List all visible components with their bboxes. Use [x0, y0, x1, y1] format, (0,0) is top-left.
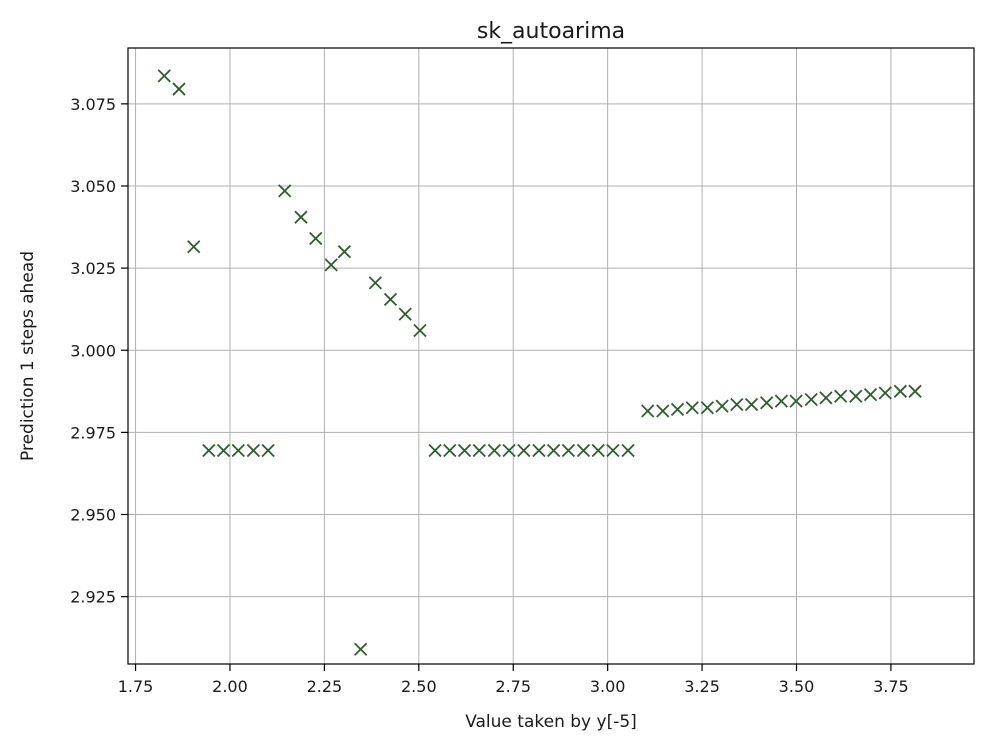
y-tick-label: 3.000	[70, 341, 116, 360]
axis-ticks: 1.75 2.00 2.25 2.50 2.75 3.00 3.25 3.50 3.75 2.92…	[70, 95, 909, 696]
data-point	[849, 389, 863, 403]
chart-title: sk_autoarima	[477, 19, 625, 44]
data-point	[641, 404, 655, 418]
data-point	[547, 443, 561, 458]
data-point	[294, 210, 308, 224]
data-point	[383, 292, 398, 306]
data-point	[893, 384, 907, 398]
data-point	[760, 396, 774, 410]
data-point	[532, 443, 546, 458]
data-point	[517, 443, 531, 458]
data-point	[744, 397, 759, 412]
data-point	[278, 184, 292, 198]
x-tick-label: 2.00	[212, 677, 248, 696]
data-point	[172, 82, 186, 96]
x-tick-label: 3.75	[873, 677, 909, 696]
data-point	[202, 443, 216, 458]
data-point	[157, 69, 171, 83]
x-tick-label: 3.25	[684, 677, 720, 696]
x-tick-label: 1.75	[118, 677, 154, 696]
data-point	[216, 443, 231, 458]
data-point	[670, 402, 685, 417]
data-point	[487, 443, 501, 458]
data-point	[819, 391, 833, 405]
data-point	[502, 443, 516, 458]
y-tick-label: 3.050	[70, 177, 116, 196]
y-tick-label: 2.925	[70, 588, 116, 607]
data-point	[804, 392, 818, 407]
y-tick-label: 3.075	[70, 95, 116, 114]
data-point	[309, 231, 323, 246]
data-point	[700, 401, 714, 415]
data-point	[187, 240, 201, 254]
data-point	[774, 394, 789, 408]
data-point	[715, 399, 729, 413]
data-point	[443, 443, 457, 458]
data-point	[231, 443, 245, 458]
data-point	[261, 443, 275, 458]
data-point	[863, 387, 878, 402]
data-points	[157, 69, 922, 656]
data-point	[621, 443, 635, 458]
data-point	[324, 258, 338, 272]
data-point	[457, 443, 472, 458]
data-point	[606, 443, 620, 458]
y-tick-label: 3.025	[70, 259, 116, 278]
data-point	[685, 401, 699, 415]
data-point	[834, 389, 848, 403]
data-point	[368, 276, 383, 290]
x-axis-label: Value taken by y[-5]	[465, 712, 637, 732]
data-point	[908, 384, 922, 398]
plot-frame	[127, 47, 975, 665]
data-point	[428, 443, 442, 458]
data-point	[246, 443, 261, 458]
x-tick-label: 3.00	[590, 677, 626, 696]
x-tick-label: 2.25	[307, 677, 343, 696]
data-point	[337, 245, 352, 259]
x-tick-label: 2.75	[495, 677, 531, 696]
data-point	[561, 443, 576, 458]
y-tick-label: 2.975	[70, 423, 116, 442]
grid	[128, 48, 974, 664]
data-point	[591, 443, 605, 458]
x-tick-label: 3.50	[779, 677, 815, 696]
data-point	[730, 397, 744, 412]
data-point	[878, 386, 892, 400]
y-tick-label: 2.950	[70, 506, 116, 525]
x-tick-label: 2.50	[401, 677, 437, 696]
data-point	[789, 394, 803, 408]
data-point	[354, 642, 368, 656]
y-axis-label: Prediction 1 steps ahead	[18, 251, 38, 461]
data-point	[576, 443, 591, 458]
data-point	[472, 443, 486, 458]
data-point	[413, 323, 427, 338]
data-point	[398, 307, 412, 321]
data-point	[656, 404, 670, 418]
